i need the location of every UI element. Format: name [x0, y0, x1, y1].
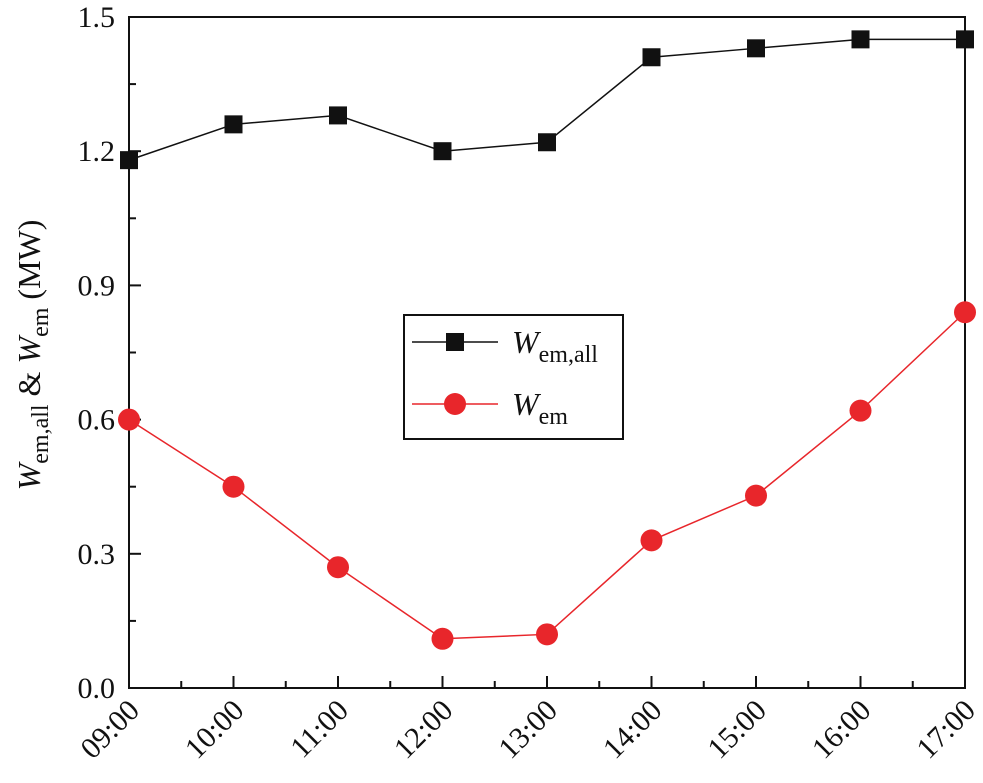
x-tick-label: 12:00 [388, 694, 460, 766]
x-tick-label: 15:00 [701, 694, 773, 766]
series-group [118, 30, 976, 650]
data-point-circle [431, 627, 454, 650]
x-tick-label: 13:00 [492, 694, 564, 766]
legend-label-w-em-all: Wem,all [512, 324, 598, 368]
data-point-square [851, 30, 870, 49]
legend-item-w-em-all: Wem,all [412, 324, 598, 368]
y-tick-label: 0.6 [78, 404, 116, 437]
data-point-circle [849, 399, 872, 422]
data-point-square [433, 142, 452, 161]
y-tick-label: 1.2 [78, 135, 116, 168]
data-point-square [956, 30, 974, 49]
y-tick-label: 0.9 [78, 269, 116, 302]
y-tick-label: 1.5 [78, 1, 116, 34]
legend: Wem,all Wem [403, 314, 624, 440]
y-axis-title: Wem,all & Wem (MW) [11, 220, 54, 491]
data-point-circle [640, 529, 663, 552]
data-point-circle [954, 301, 976, 324]
legend-label-w-em: Wem [512, 386, 568, 430]
data-point-square [642, 48, 661, 67]
data-point-square [747, 39, 765, 58]
data-point-square [224, 115, 243, 134]
legend-item-w-em: Wem [412, 386, 568, 430]
x-tick-label: 11:00 [284, 694, 355, 765]
legend-marker-circle [444, 393, 466, 415]
data-point-square [329, 106, 347, 125]
y-tick-label: 0.3 [78, 538, 116, 571]
data-point-square [120, 151, 138, 170]
x-tick-label: 17:00 [910, 694, 982, 766]
data-point-circle [118, 408, 140, 431]
x-tick-label: 10:00 [179, 694, 251, 766]
x-tick-label: 16:00 [806, 694, 878, 766]
legend-marker-square [446, 333, 464, 351]
data-point-circle [222, 475, 245, 498]
data-point-square [538, 133, 556, 152]
legend-box [403, 314, 624, 440]
data-point-circle [536, 623, 558, 646]
data-point-circle [745, 484, 767, 507]
x-tick-label: 14:00 [597, 694, 669, 766]
data-point-circle [327, 556, 349, 579]
y-tick-label: 0.0 [78, 672, 116, 705]
